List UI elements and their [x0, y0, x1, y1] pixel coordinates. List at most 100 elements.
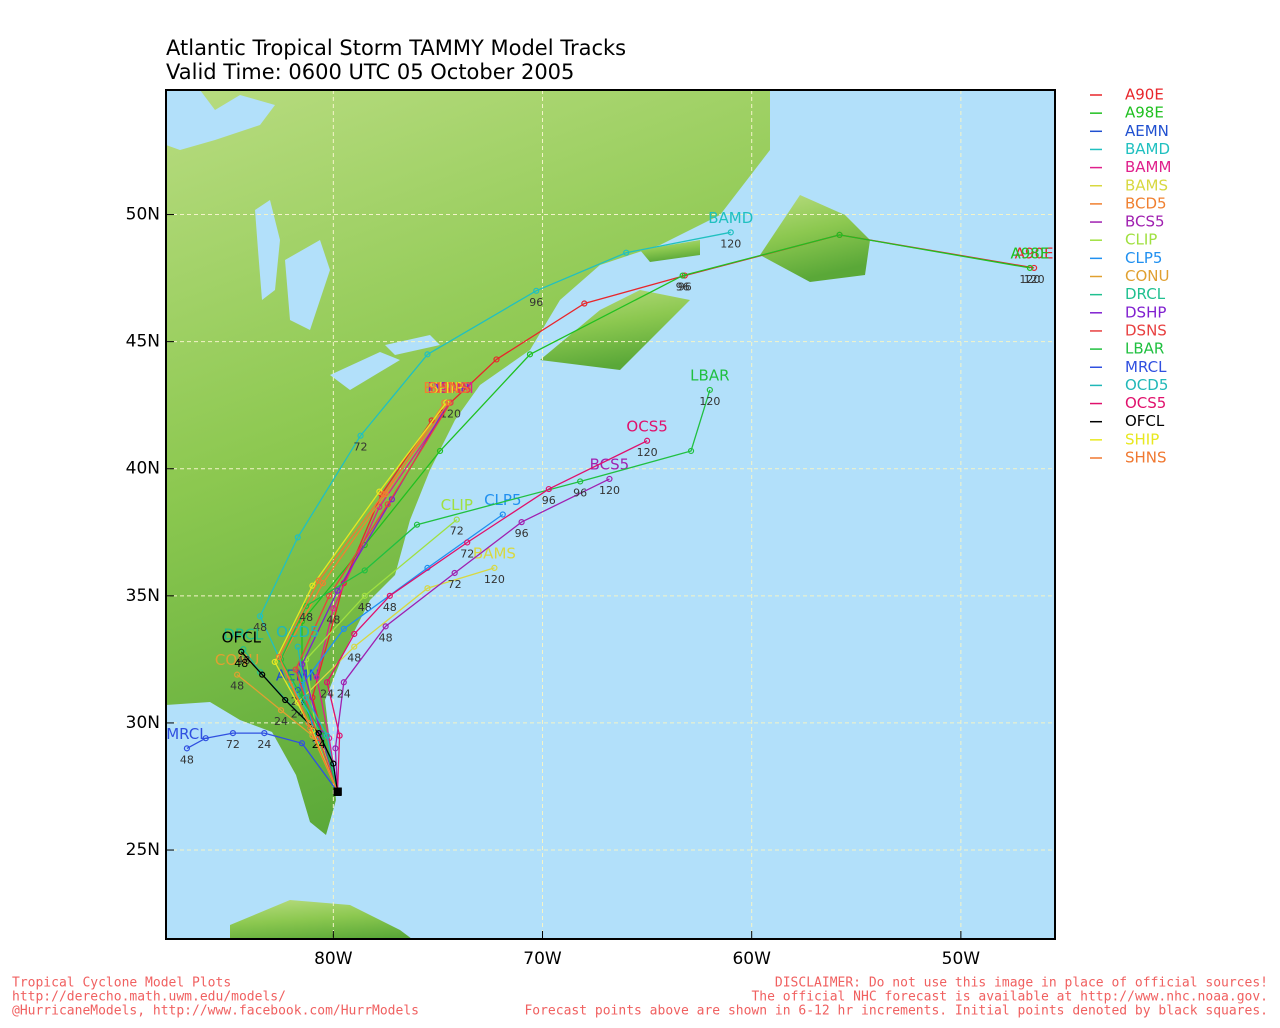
- footer: Tropical Cyclone Model Plotshttp://derec…: [12, 976, 1268, 1019]
- hour-label: 96: [542, 494, 556, 507]
- legend-label: OCD5: [1125, 376, 1168, 394]
- legend-label: A90E: [1125, 86, 1164, 104]
- track-point: [305, 719, 312, 727]
- footer-text: The official NHC forecast is available a…: [751, 990, 1268, 1005]
- track-end-label: DRCL: [223, 626, 264, 644]
- hour-label: 48: [230, 680, 244, 693]
- track-end-label: MRCL: [166, 725, 208, 743]
- track-point: [234, 671, 241, 678]
- track-end-label: A90E: [1015, 244, 1054, 262]
- legend-label: SHNS: [1125, 449, 1167, 467]
- hour-label: 48: [379, 631, 393, 644]
- hour-label: 48: [180, 753, 194, 766]
- track-end-label: BCS5: [590, 455, 630, 473]
- track-point: [313, 674, 320, 681]
- track-point: [577, 478, 584, 485]
- track-point: [451, 569, 458, 577]
- track-end-label: CLP5: [484, 491, 521, 509]
- track-point: [518, 519, 525, 526]
- track-point: [436, 447, 444, 455]
- track-line: [305, 519, 458, 792]
- track-line: [240, 651, 339, 792]
- legend-label: OCS5: [1125, 394, 1166, 412]
- hour-label: 72: [354, 441, 368, 454]
- y-tick-label: 40N: [126, 459, 160, 479]
- x-tick-label: 50W: [942, 949, 981, 969]
- y-tick-label: 30N: [126, 713, 160, 733]
- hour-label: 96: [678, 281, 692, 294]
- track-end-label: OFCL: [222, 628, 262, 646]
- track-point: [315, 730, 322, 737]
- legend-label: BCD5: [1125, 194, 1167, 212]
- lake: [330, 352, 400, 390]
- track-point: [323, 732, 331, 739]
- track-point: [332, 745, 339, 752]
- track-point: [282, 696, 289, 704]
- track-point: [727, 229, 734, 236]
- hour-label: 48: [383, 601, 397, 614]
- hour-label: 48: [299, 611, 313, 624]
- track-point: [623, 249, 630, 256]
- legend-label: BAMS: [1125, 176, 1168, 194]
- hour-label: 24: [274, 715, 288, 728]
- track-point: [309, 694, 316, 701]
- track-point: [298, 740, 306, 747]
- track-point: [259, 671, 266, 678]
- track-point: [1030, 264, 1038, 272]
- track-point: [581, 300, 588, 307]
- y-tick-label: 35N: [126, 586, 160, 606]
- land: [760, 195, 870, 282]
- footer-text: http://derecho.math.uwm.edu/models/: [12, 990, 286, 1005]
- legend-label: BAMD: [1125, 140, 1170, 158]
- track-point: [526, 351, 534, 358]
- legend-label: AEMN: [1125, 122, 1169, 140]
- legend-label: MRCL: [1125, 358, 1167, 376]
- track-end-label: CLIP: [441, 496, 473, 514]
- track-end-label: SHIP: [429, 379, 463, 397]
- track-point: [382, 623, 389, 630]
- track-point: [499, 511, 506, 518]
- y-tick-label: 25N: [126, 840, 160, 860]
- track-point: [493, 356, 500, 363]
- track-line: [295, 402, 452, 792]
- hour-label: 72: [226, 738, 240, 751]
- hour-label: 96: [676, 281, 690, 294]
- track-point: [361, 567, 368, 574]
- hour-label: 72: [450, 525, 464, 538]
- hour-label: 24: [320, 687, 334, 700]
- subtitle: Valid Time: 0600 UTC 05 October 2005: [166, 60, 574, 84]
- x-tick-label: 70W: [523, 949, 562, 969]
- track-point: [292, 666, 299, 673]
- track-point: [303, 694, 310, 701]
- track-end-label: A98E: [1010, 244, 1049, 262]
- track-point: [330, 605, 337, 612]
- track-point: [413, 521, 421, 528]
- hour-label: 120: [599, 484, 620, 497]
- track-point: [644, 437, 651, 444]
- legend-label: DSHP: [1125, 303, 1166, 321]
- lake: [255, 200, 280, 300]
- track-end-label: LBAR: [690, 366, 729, 384]
- legend-label: CONU: [1125, 267, 1169, 285]
- track-end-label: OCD5: [276, 623, 319, 641]
- track-line: [334, 478, 610, 792]
- track-end-label: BCD5: [423, 379, 465, 397]
- track-point: [533, 287, 540, 294]
- track-point: [294, 643, 301, 650]
- track-point: [380, 491, 387, 498]
- track-line: [315, 402, 452, 792]
- track-point: [183, 745, 191, 752]
- track-point: [202, 735, 209, 742]
- track-point: [275, 653, 283, 660]
- track-point: [257, 613, 264, 620]
- track-point: [351, 630, 358, 638]
- track-end-label: SHNS: [428, 379, 470, 397]
- footer-text: @HurricaneModels, http://www.facebook.co…: [12, 1004, 419, 1019]
- track-end-label: BAMS: [473, 544, 516, 562]
- footer-text: DISCLAIMER: Do not use this image in pla…: [775, 976, 1268, 991]
- hour-label: 48: [326, 614, 340, 627]
- x-tick-label: 60W: [732, 949, 771, 969]
- track-point: [679, 272, 686, 279]
- track-end-label: BAMM: [427, 379, 473, 397]
